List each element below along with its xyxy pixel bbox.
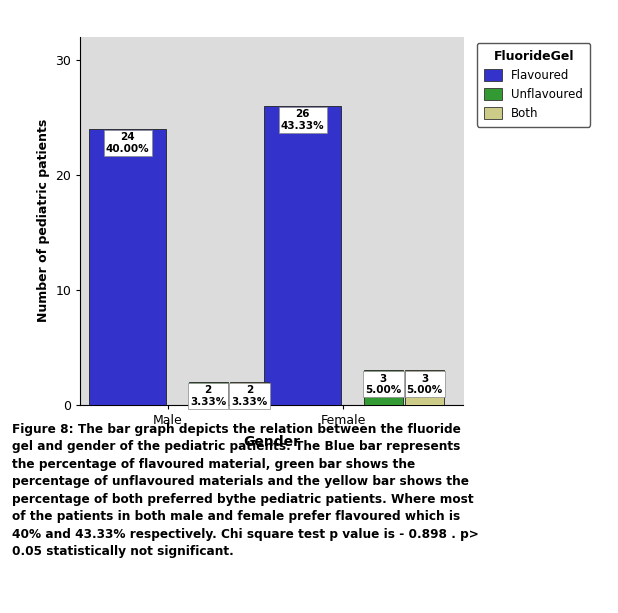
Text: 2
3.33%: 2 3.33% xyxy=(232,385,268,406)
Y-axis label: Number of pediatric patients: Number of pediatric patients xyxy=(37,119,50,322)
Text: Figure 8: The bar graph depicts the relation between the fluoride
gel and gender: Figure 8: The bar graph depicts the rela… xyxy=(12,423,479,558)
Legend: Flavoured, Unflavoured, Both: Flavoured, Unflavoured, Both xyxy=(477,43,590,127)
Text: 3
5.00%: 3 5.00% xyxy=(407,373,443,395)
Text: 26
43.33%: 26 43.33% xyxy=(281,109,324,131)
Text: 24
40.00%: 24 40.00% xyxy=(106,132,150,154)
X-axis label: Gender: Gender xyxy=(243,435,300,449)
Bar xyxy=(230,381,269,405)
Text: 2
3.33%: 2 3.33% xyxy=(190,385,226,406)
Bar xyxy=(363,370,403,405)
Bar xyxy=(265,106,341,405)
Bar xyxy=(405,370,444,405)
Bar xyxy=(188,381,228,405)
Bar xyxy=(90,129,166,405)
Text: 3
5.00%: 3 5.00% xyxy=(365,373,402,395)
